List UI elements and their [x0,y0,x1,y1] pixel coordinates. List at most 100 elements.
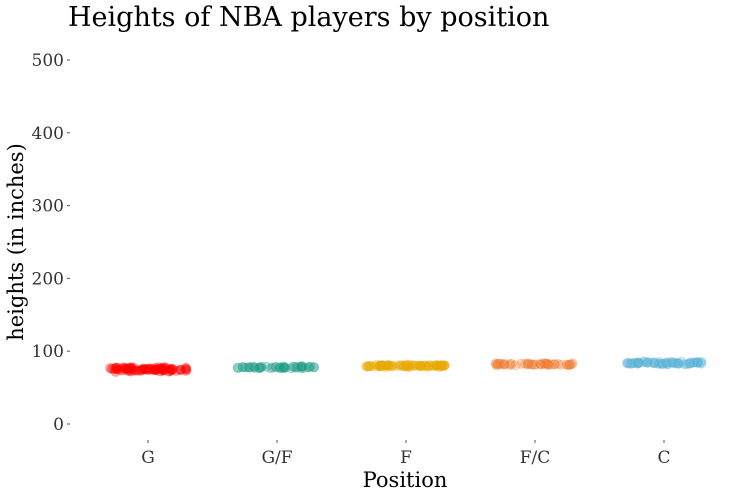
data-point-f [362,361,372,372]
data-point-f-c [498,359,509,370]
data-point-f [428,361,439,371]
y-tick-label: 500 [32,51,64,71]
data-point-f-c [562,360,573,371]
data-point-f [377,360,388,371]
data-point-f-c [493,358,504,369]
data-point-g [157,364,168,375]
data-point-f-c [556,359,566,370]
x-tick-label: G/F [261,448,292,468]
data-point-c [660,358,671,369]
data-point-g-f [278,361,289,372]
data-point-f-c [566,359,577,370]
data-point-g [175,364,186,375]
data-point-g [181,365,192,376]
data-point-f [403,361,414,372]
data-point-g-f [296,361,306,372]
data-point-c [667,358,678,369]
data-points [105,356,707,377]
data-point-f-c [539,358,550,369]
data-point-f-c [491,359,502,370]
data-point-g [123,365,134,376]
x-tick-label: C [657,448,670,468]
data-point-g-f [267,362,278,373]
data-point-g [112,364,123,375]
data-point-g-f [279,362,290,373]
y-tick-label: 100 [32,342,64,362]
data-point-g-f [255,362,266,373]
data-point-g-f [243,362,254,373]
data-point-f [439,360,450,371]
data-point-g [152,364,163,375]
data-point-g [150,364,161,375]
data-point-f-c [526,359,537,370]
data-point-f [417,361,428,372]
data-point-g [145,365,155,375]
data-point-f [420,360,431,371]
data-point-g [159,362,170,372]
data-point-f [420,360,431,371]
data-point-g-f [296,362,307,372]
data-point-f-c [530,359,541,370]
data-point-f-c [536,359,547,370]
y-tick-label: 400 [32,124,64,144]
data-point-f [413,360,424,371]
data-point-c [622,358,633,369]
data-point-g [153,362,164,373]
data-point-c [639,356,650,367]
data-point-g [142,364,152,374]
data-point-f [436,361,447,371]
data-point-g [165,364,175,375]
data-point-f [383,359,394,370]
data-point-g [141,364,152,375]
data-point-g [112,364,122,375]
data-point-g-f [276,363,287,374]
data-point-f-c [506,359,517,369]
data-point-g-f [309,362,319,373]
data-point-g [180,364,191,375]
data-point-f-c [541,358,551,369]
data-point-f [406,360,417,371]
data-point-f-c [522,359,533,370]
data-point-g [166,365,177,376]
data-point-c [669,357,680,368]
data-point-f [414,360,425,371]
data-point-g [145,363,156,374]
data-point-g [126,362,136,373]
data-point-f [380,362,391,373]
data-point-c [642,357,653,368]
data-point-g [119,362,130,373]
data-point-g [135,366,146,376]
data-point-g [144,363,155,374]
data-point-f [436,360,446,371]
data-point-g [123,363,134,374]
data-point-f-c [499,358,510,369]
data-point-g-f [254,363,265,374]
data-point-f-c [535,358,546,369]
data-point-g [167,364,178,374]
data-point-c [696,358,706,369]
data-point-g-f [270,362,281,372]
data-point-f [364,360,375,371]
data-point-f [386,361,397,372]
data-point-c [662,357,673,368]
data-point-f [381,360,392,371]
data-point-f [440,360,451,371]
data-point-f [398,361,409,372]
data-point-c [629,358,640,369]
data-point-c [661,357,672,368]
data-point-g [115,365,126,376]
data-point-c [658,358,668,369]
data-point-c [638,357,649,368]
data-point-g-f [245,362,256,373]
data-point-g-f [274,363,285,373]
data-point-c [670,358,681,369]
data-point-g [138,364,149,375]
data-point-c [634,357,644,368]
data-point-g [166,365,177,375]
data-point-g-f [247,361,258,372]
data-point-c [662,359,673,370]
x-axis: G G/F F F/C C [141,440,671,468]
data-point-g [110,362,121,373]
data-point-g-f [289,361,300,372]
data-point-c [633,357,644,368]
